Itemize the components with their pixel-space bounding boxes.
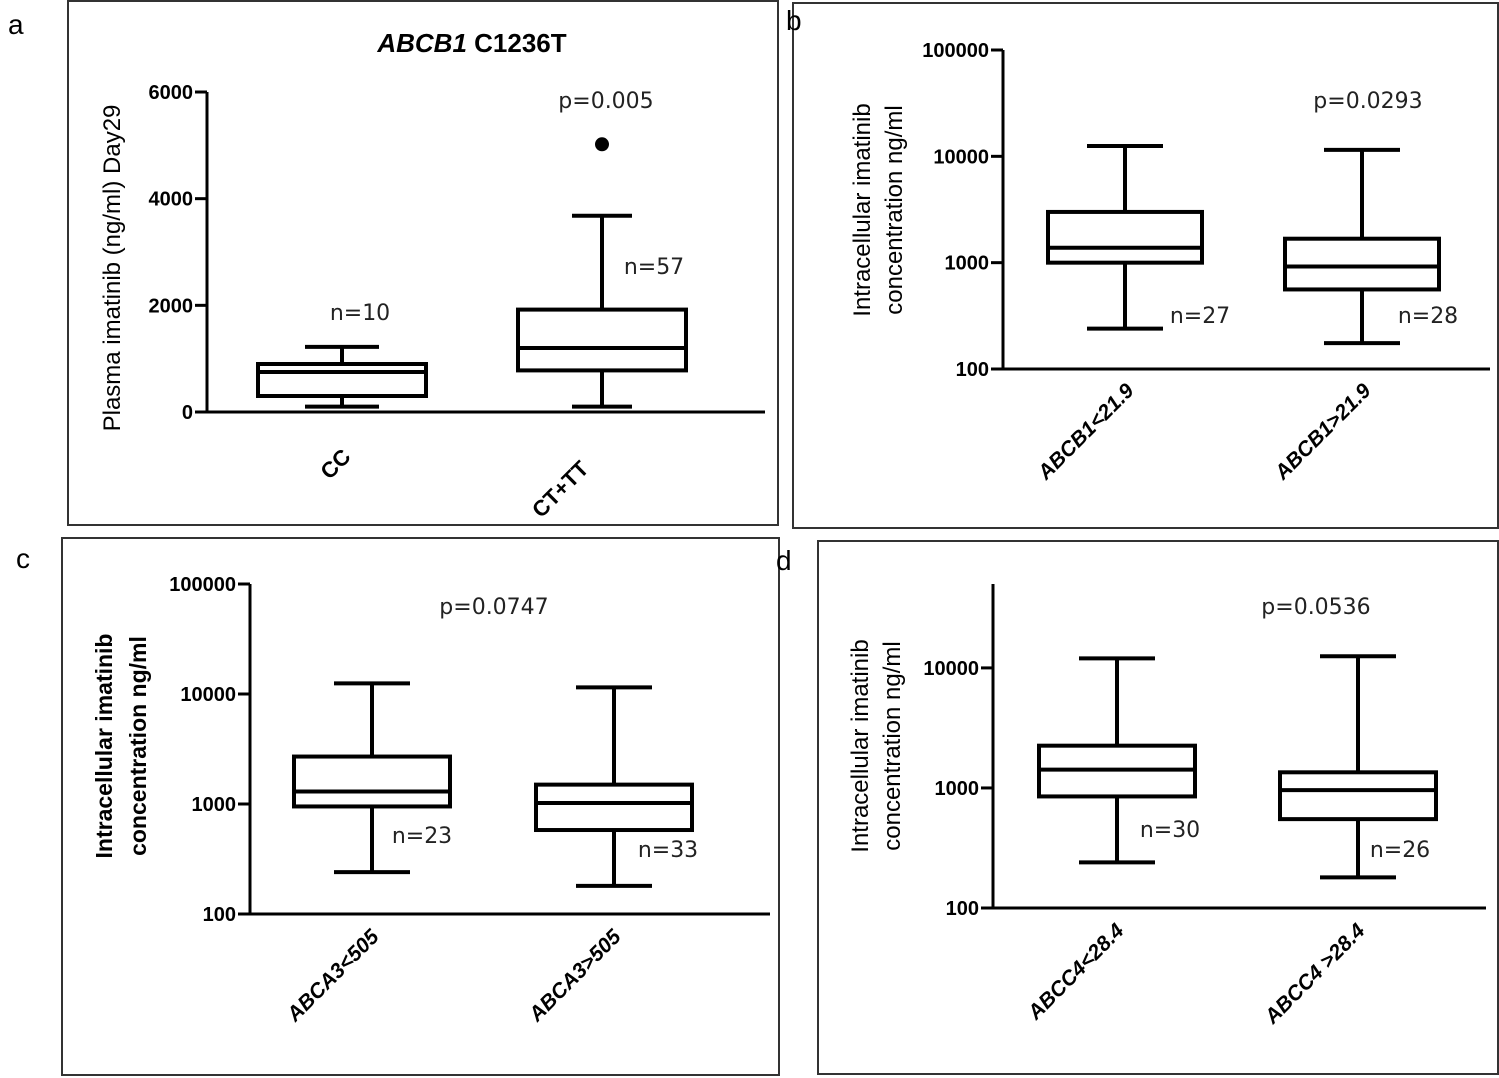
y-axis-label: concentration ng/ml	[125, 636, 151, 856]
box-2: n=28 ABCB1>21.9	[1270, 147, 1458, 485]
y-tick-label: 2000	[149, 295, 194, 317]
category-label: ABCB1>21.9	[1270, 379, 1376, 485]
panel-b: b 100 1000 10000 100000 Intracellular imatini…	[786, 2, 1499, 529]
y-tick-label: 100000	[922, 40, 989, 62]
panel-letter: a	[8, 9, 24, 40]
y-axis-label: Intracellular imatinib	[849, 103, 876, 316]
box-2: n=57 CT+TT	[516, 137, 688, 522]
y-tick-label: 10000	[933, 146, 989, 168]
category-label: ABCB1<21.9	[1033, 379, 1139, 485]
y-tick-label: 10000	[923, 658, 979, 680]
box-iqr	[256, 362, 428, 398]
category-label: ABCA3<505	[282, 925, 384, 1027]
panel-letter: d	[776, 545, 792, 576]
box-2: n=33 ABCA3>505	[524, 685, 698, 1027]
p-value: p=0.005	[558, 89, 653, 114]
category-label: ABCA3>505	[524, 925, 626, 1027]
panel-frame	[67, 0, 779, 526]
panel-a: a 0 2000 4000 6000 Plasma imatinib (ng/ml) Da…	[8, 0, 779, 526]
outlier-point	[595, 137, 609, 152]
panel-d: d 100 1000 10000 Intracellular imatinib conce…	[776, 540, 1499, 1075]
box-iqr	[1278, 770, 1438, 822]
box-1: n=10 CC	[256, 301, 428, 484]
y-axis-label: Intracellular imatinib	[847, 639, 874, 852]
y-tick-label: 1000	[945, 253, 990, 275]
box-1: n=30 ABCC4<28.4	[1023, 656, 1200, 1025]
chart-title-italic: ABCB1	[376, 28, 467, 58]
y-tick-label: 100	[956, 359, 989, 381]
category-label: CT+TT	[527, 455, 594, 522]
y-tick-label: 0	[182, 402, 193, 424]
y-axis-label: Plasma imatinib (ng/ml) Day29	[99, 105, 126, 432]
y-axis-label: concentration ng/ml	[881, 105, 908, 314]
panel-frame	[817, 540, 1499, 1075]
panel-letter: b	[786, 5, 802, 36]
y-axis-label: concentration ng/ml	[879, 641, 906, 850]
y-tick-label: 100	[946, 898, 979, 920]
n-label: n=23	[392, 824, 452, 849]
box-2: n=26 ABCC4 >28.4	[1260, 654, 1438, 1029]
n-label: n=27	[1170, 304, 1230, 329]
y-tick-label: 100000	[169, 574, 236, 596]
box-1: n=23 ABCA3<505	[282, 681, 452, 1027]
p-value: p=0.0747	[439, 595, 548, 620]
category-label: ABCC4<28.4	[1023, 919, 1129, 1025]
y-tick-label: 6000	[149, 82, 194, 104]
panel-frame	[61, 537, 780, 1076]
box-iqr	[516, 307, 688, 373]
y-tick-label: 10000	[180, 684, 236, 706]
box-iqr	[534, 782, 694, 833]
n-label: n=33	[638, 838, 698, 863]
panel-c: c 100 1000 10000 100000 Intracellular imatini…	[16, 537, 780, 1076]
y-tick-label: 1000	[192, 794, 237, 816]
p-value: p=0.0536	[1261, 595, 1370, 620]
box-1: n=27 ABCB1<21.9	[1033, 144, 1230, 485]
chart-title: ABCB1 C1236T	[376, 28, 566, 58]
box-iqr	[292, 754, 452, 809]
n-label: n=10	[330, 301, 390, 326]
n-label: n=57	[624, 255, 684, 280]
y-axis-label: Intracellular imatinib	[91, 634, 117, 859]
box-iqr	[1046, 209, 1204, 265]
y-tick-label: 100	[203, 904, 236, 926]
n-label: n=26	[1370, 838, 1430, 863]
n-label: n=28	[1398, 304, 1458, 329]
p-value: p=0.0293	[1313, 89, 1422, 114]
y-tick-label: 1000	[935, 778, 980, 800]
category-label: CC	[315, 444, 355, 484]
category-label: ABCC4 >28.4	[1260, 919, 1370, 1029]
chart-title-rest: C1236T	[467, 28, 567, 58]
y-tick-label: 4000	[149, 189, 194, 211]
panel-frame	[792, 2, 1499, 529]
panel-letter: c	[16, 543, 30, 574]
n-label: n=30	[1140, 818, 1200, 843]
box-iqr	[1283, 236, 1441, 292]
